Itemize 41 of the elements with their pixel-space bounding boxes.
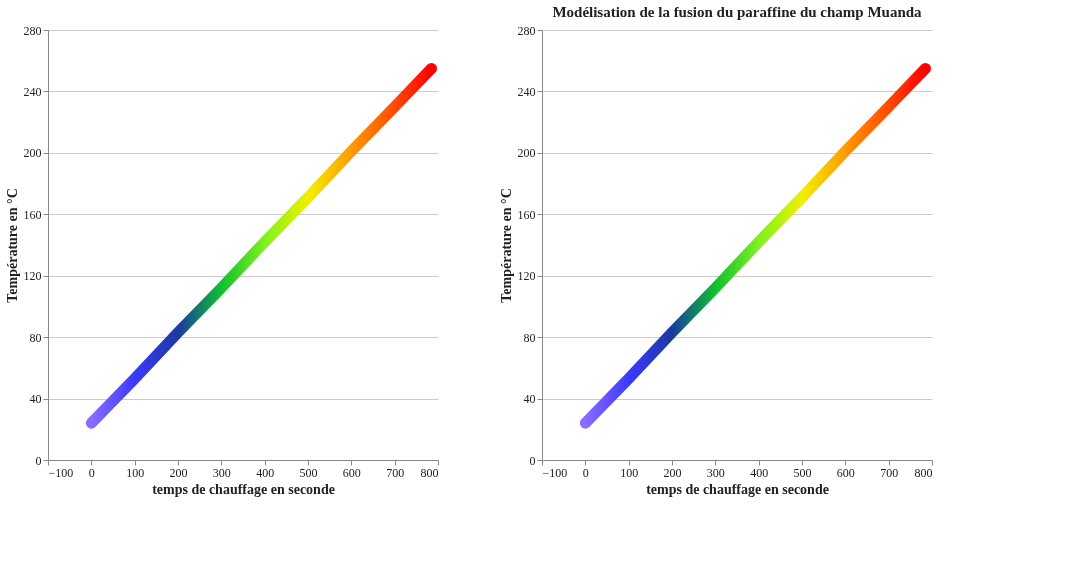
x-tick-label: 400	[256, 465, 275, 480]
x-tick-label: 300	[706, 465, 725, 480]
x-tick-label: −100	[542, 465, 568, 480]
y-tick-label: 0	[35, 453, 42, 468]
y-tick-label: 240	[517, 84, 536, 99]
x-tick-label: 100	[620, 465, 639, 480]
y-axis-title: Température en °C	[4, 188, 20, 303]
y-tick-label: 200	[517, 146, 536, 161]
y-tick-label: 80	[29, 330, 42, 345]
x-tick-label: 0	[582, 465, 589, 480]
x-tick-label: 800	[420, 465, 439, 480]
x-tick-label: 800	[914, 465, 933, 480]
x-tick-label: 200	[663, 465, 682, 480]
x-tick-label: 200	[169, 465, 188, 480]
x-tick-label: 500	[793, 465, 812, 480]
x-tick-label: 0	[88, 465, 95, 480]
y-tick-label: 80	[523, 330, 536, 345]
x-tick-label: 400	[750, 465, 769, 480]
x-tick-label: −100	[48, 465, 74, 480]
y-tick-label: 0	[529, 453, 536, 468]
x-tick-label: 300	[212, 465, 231, 480]
y-tick-label: 280	[23, 23, 42, 38]
x-tick-label: 600	[836, 465, 855, 480]
y-tick-label: 40	[29, 392, 42, 407]
x-axis-title: temps de chauffage en seconde	[646, 481, 829, 497]
y-tick-label: 280	[517, 23, 536, 38]
x-tick-label: 700	[386, 465, 405, 480]
y-axis-title: Température en °C	[498, 188, 514, 303]
x-axis-title: temps de chauffage en seconde	[152, 481, 335, 497]
y-tick-label: 120	[23, 269, 42, 284]
y-tick-label: 160	[517, 207, 536, 222]
chart-title: Modélisation de la fusion du paraffine du champ Muanda	[552, 4, 923, 20]
x-tick-label: 600	[342, 465, 361, 480]
y-tick-label: 240	[23, 84, 42, 99]
x-tick-label: 500	[299, 465, 318, 480]
x-tick-label: 700	[880, 465, 899, 480]
x-tick-label: 100	[126, 465, 145, 480]
y-tick-label: 120	[517, 269, 536, 284]
y-tick-label: 200	[23, 146, 42, 161]
y-tick-label: 40	[523, 392, 536, 407]
y-tick-label: 160	[23, 207, 42, 222]
